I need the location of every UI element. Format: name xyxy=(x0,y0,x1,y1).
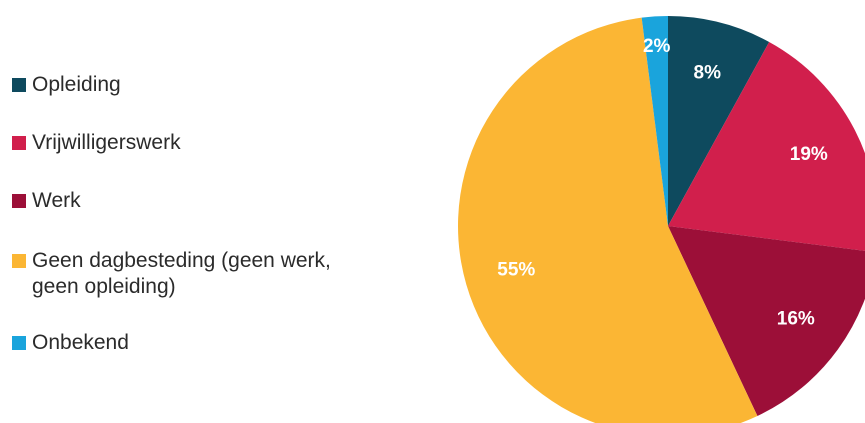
pie-slice-1 xyxy=(668,41,865,251)
pie-slice-4 xyxy=(641,16,668,226)
legend-item-opleiding: Opleiding xyxy=(12,72,372,98)
pie-slice-label-2: 16% xyxy=(777,308,815,329)
pie-slice-labels: 8% 19% 16% 55% 2% xyxy=(497,36,828,330)
legend-swatch-werk xyxy=(12,194,26,208)
legend-label: Vrijwilligerswerk xyxy=(32,131,181,154)
pie-slice-label-3: 55% xyxy=(497,260,535,281)
pie-slice-label-0: 8% xyxy=(694,62,722,83)
legend-swatch-vrijwilligerswerk xyxy=(12,136,26,150)
legend-swatch-onbekend xyxy=(12,336,26,350)
legend-label: Geen dagbesteding (geen werk, geen oplei… xyxy=(32,249,331,298)
pie-slice-label-4: 2% xyxy=(643,36,671,57)
pie-slice-label-1: 19% xyxy=(790,144,828,165)
legend-swatch-geen-dagbesteding xyxy=(12,254,26,268)
legend-item-werk: Werk xyxy=(12,188,372,214)
legend-label: Onbekend xyxy=(32,331,129,354)
legend-swatch-opleiding xyxy=(12,78,26,92)
pie-slice-3 xyxy=(458,17,758,423)
pie-slice-0 xyxy=(668,16,770,226)
legend-label: Opleiding xyxy=(32,73,121,96)
legend-item-vrijwilligerswerk: Vrijwilligerswerk xyxy=(12,130,372,156)
legend-item-onbekend: Onbekend xyxy=(12,330,372,356)
pie-slices xyxy=(458,16,865,423)
legend-label: Werk xyxy=(32,189,81,212)
pie-slice-2 xyxy=(668,226,865,417)
legend-item-geen-dagbesteding: Geen dagbesteding (geen werk, geen oplei… xyxy=(12,248,372,300)
